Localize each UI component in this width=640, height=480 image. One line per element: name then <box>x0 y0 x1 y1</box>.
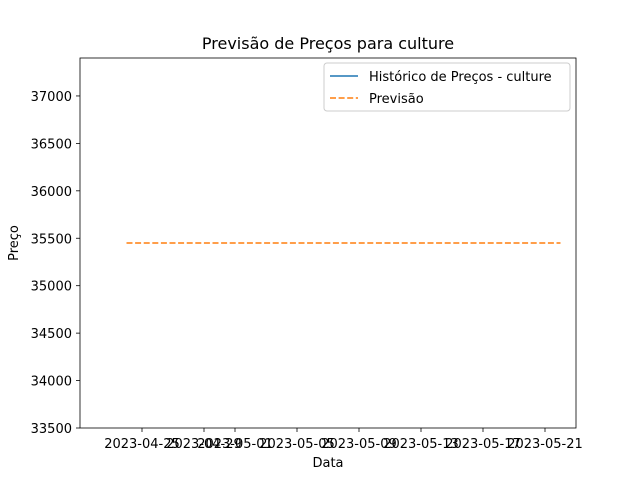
y-axis-label: Preço <box>7 225 22 261</box>
legend: Histórico de Preços - culture Previsão <box>323 62 571 112</box>
x-tick-label: 2023-05-13 <box>383 437 459 452</box>
x-tick-label: 2023-04-29 <box>166 437 242 452</box>
x-tick-label: 2023-05-09 <box>321 437 397 452</box>
y-tick-label: 34500 <box>31 327 72 342</box>
x-tick-label: 2023-05-05 <box>259 437 335 452</box>
x-tick-label: 2023-05-21 <box>507 437 583 452</box>
y-tick-label: 37000 <box>31 90 72 105</box>
x-axis-label: Data <box>312 456 343 471</box>
y-tick-label: 35500 <box>31 232 72 247</box>
legend-entry-label: Previsão <box>369 92 424 107</box>
y-tick-label: 36000 <box>31 185 72 200</box>
x-tick-label: 2023-05-01 <box>197 437 273 452</box>
y-tick-label: 36500 <box>31 137 72 152</box>
x-tick-label: 2023-04-25 <box>104 437 180 452</box>
legend-entry-label: Histórico de Preços - culture <box>369 70 552 85</box>
y-tick-label: 35000 <box>31 280 72 295</box>
x-tick-label: 2023-05-17 <box>445 437 521 452</box>
y-tick-label: 33500 <box>31 422 72 437</box>
x-axis: 2023-04-252023-04-292023-05-012023-05-05… <box>104 428 583 452</box>
legend-box <box>323 62 571 112</box>
y-tick-label: 34000 <box>31 375 72 390</box>
chart-title: Previsão de Preços para culture <box>202 34 454 53</box>
y-axis: 33500 34000 34500 35000 35500 36000 36500 37000 <box>31 90 80 437</box>
